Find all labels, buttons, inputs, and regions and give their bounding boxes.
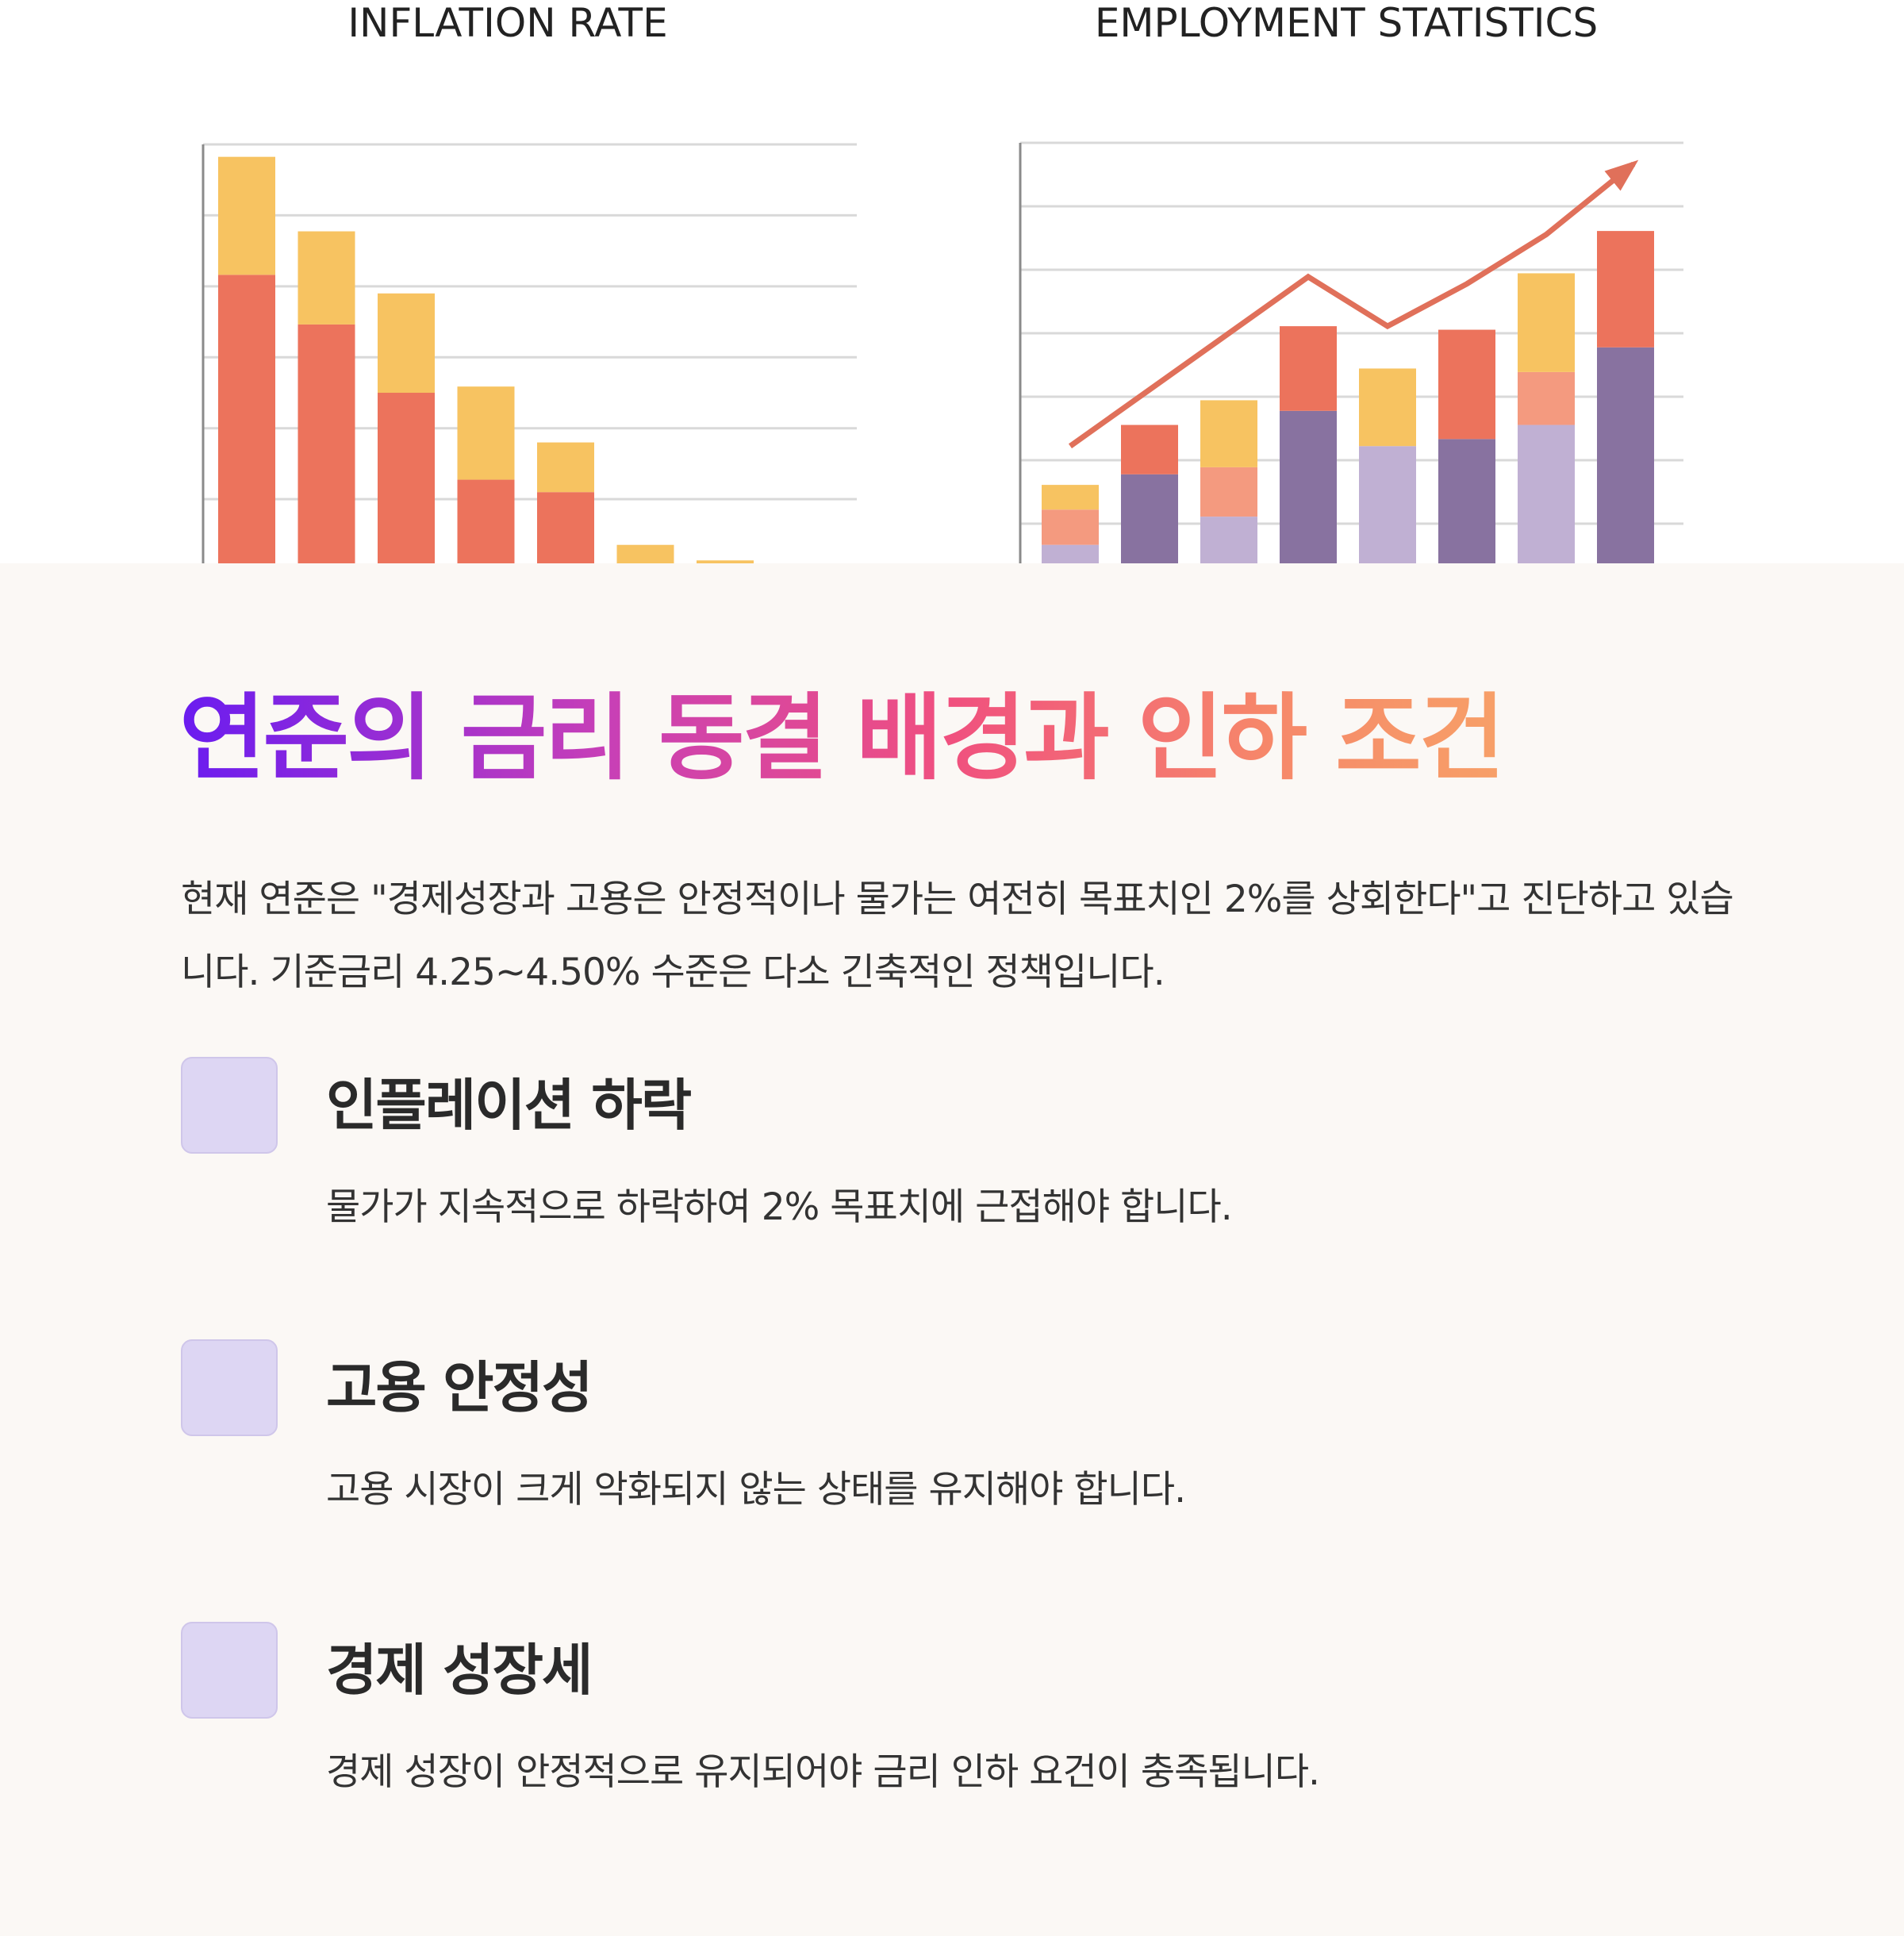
bar-segment	[537, 442, 594, 493]
bar-segment	[1518, 371, 1575, 425]
bar-segment	[378, 293, 435, 393]
trend-line	[1068, 161, 1636, 449]
bar-segment	[1200, 517, 1257, 563]
bar-segment	[1042, 485, 1099, 510]
bar-segment	[1280, 326, 1337, 411]
bar-segment	[218, 275, 275, 563]
inflation-chart	[202, 143, 857, 563]
bar-segment	[1121, 424, 1178, 474]
checkbox[interactable]	[181, 1057, 278, 1154]
bar-segment	[298, 231, 355, 325]
bar-segment	[1518, 273, 1575, 372]
bar-segment	[1042, 544, 1099, 563]
main-content: 연준의 금리 동결 배경과 인하 조건 현재 연준은 "경제성장과 고용은 안정…	[0, 563, 1904, 1936]
bar-segment	[1359, 368, 1416, 447]
checkbox[interactable]	[181, 1339, 278, 1436]
bar-segment	[616, 544, 674, 563]
bar-segment	[218, 156, 275, 275]
condition-title: 고용 안정성	[326, 1355, 593, 1420]
bar-segment	[697, 560, 754, 563]
bar-segment	[378, 393, 435, 563]
condition-title: 경제 성장세	[326, 1638, 593, 1703]
checkbox[interactable]	[181, 1622, 278, 1719]
bar-segment	[1042, 509, 1099, 545]
bar-segment	[1280, 410, 1337, 563]
bar-segment	[1597, 347, 1654, 563]
hero-image: INFLATION RATE EMPLOYMENT STATISTICS	[0, 0, 1904, 563]
condition-description: 물가가 지속적으로 하락하여 2% 목표치에 근접해야 합니다.	[326, 1185, 1233, 1229]
bar-segment	[1438, 329, 1495, 440]
trend-arrow-head	[1604, 159, 1639, 191]
bar-segment	[537, 492, 594, 563]
bar-segment	[1438, 439, 1495, 563]
bar-segment	[1518, 424, 1575, 563]
bar-segment	[457, 479, 515, 563]
bar-segment	[1359, 446, 1416, 563]
bar-segment	[1121, 474, 1178, 563]
condition-description: 고용 시장이 크게 악화되지 않는 상태를 유지해야 합니다.	[326, 1468, 1186, 1512]
inflation-chart-title: INFLATION RATE	[347, 0, 667, 46]
intro-paragraph: 현재 연준은 "경제성장과 고용은 안정적이나 물가는 여전히 목표치인 2%를…	[181, 878, 1734, 994]
page-title: 연준의 금리 동결 배경과 인하 조건	[179, 682, 1505, 795]
bar-segment	[1200, 467, 1257, 517]
charts-illustration: INFLATION RATE EMPLOYMENT STATISTICS	[202, 0, 1683, 563]
bar-segment	[457, 386, 515, 480]
condition-description: 경제 성장이 안정적으로 유지되어야 금리 인하 요건이 충족됩니다.	[326, 1750, 1320, 1794]
bar-segment	[298, 324, 355, 563]
bar-segment	[1200, 400, 1257, 467]
employment-chart	[1019, 141, 1683, 563]
bar-segment	[1597, 231, 1654, 348]
employment-chart-title: EMPLOYMENT STATISTICS	[1095, 0, 1598, 46]
condition-title: 인플레이션 하락	[326, 1073, 692, 1138]
